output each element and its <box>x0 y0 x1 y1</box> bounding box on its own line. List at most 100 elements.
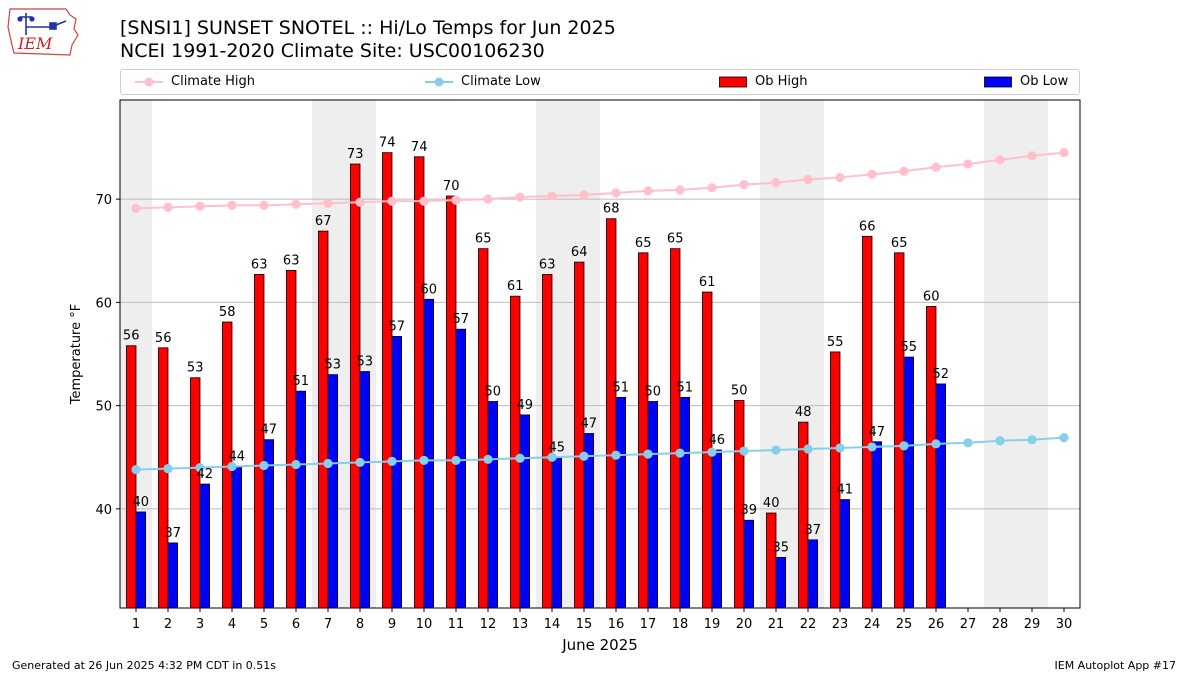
ob-high-bar <box>926 306 937 609</box>
ob-low-value-label: 39 <box>741 503 758 518</box>
x-tick-label: 18 <box>672 617 689 632</box>
ob-high-bar <box>349 163 361 609</box>
climate-low-point <box>963 438 973 448</box>
ob-high-bar <box>574 261 585 609</box>
climate-low-line-icon <box>425 77 453 86</box>
climate-low-point <box>131 465 141 475</box>
x-tick-label: 14 <box>544 617 561 632</box>
x-tick-label: 12 <box>480 617 497 632</box>
ob-high-bar <box>445 195 457 609</box>
ob-high-value-label: 63 <box>539 257 556 272</box>
ob-high-value-label: 48 <box>795 405 812 420</box>
legend-climate-low-label: Climate Low <box>461 74 541 89</box>
x-axis-label: June 2025 <box>561 636 638 654</box>
ob-low-value-label: 47 <box>581 417 598 432</box>
y-tick-label: 70 <box>95 193 112 208</box>
y-tick-label: 50 <box>95 400 112 415</box>
ob-high-bar <box>509 295 521 609</box>
ob-high-value-label: 58 <box>219 305 236 320</box>
climate-high-point <box>899 166 909 176</box>
legend: Climate High Climate Low Ob High Ob Low <box>120 69 1080 95</box>
legend-ob-high-label: Ob High <box>755 74 808 89</box>
ob-high-value-label: 65 <box>635 236 652 251</box>
climate-low-point <box>163 464 173 474</box>
ob-low-value-label: 50 <box>645 384 662 399</box>
climate-low-point <box>1059 433 1069 443</box>
x-tick-label: 10 <box>416 617 433 632</box>
climate-high-point <box>771 178 781 188</box>
app-footer: IEM Autoplot App #17 <box>1054 659 1177 672</box>
ob-high-value-label: 74 <box>411 140 428 155</box>
x-tick-label: 4 <box>228 617 236 632</box>
x-tick-label: 3 <box>196 617 204 632</box>
ob-low-bar <box>167 542 179 609</box>
x-tick-label: 16 <box>608 617 625 632</box>
ob-low-bar <box>231 466 243 609</box>
x-tick-label: 6 <box>292 617 300 632</box>
x-tick-label: 25 <box>896 617 913 632</box>
ob-low-value-label: 35 <box>773 540 790 555</box>
ob-high-value-label: 63 <box>251 257 268 272</box>
ob-low-bar <box>903 356 915 609</box>
ob-low-bar <box>679 396 691 609</box>
ob-low-value-label: 46 <box>709 433 726 448</box>
x-tick-label: 13 <box>512 617 529 632</box>
ob-high-bar <box>381 152 393 609</box>
chart-title: [SNSI1] SUNSET SNOTEL :: Hi/Lo Temps for… <box>120 17 616 39</box>
climate-low-point <box>739 446 749 456</box>
climate-high-point <box>547 191 557 201</box>
climate-high-point <box>419 196 429 206</box>
ob-low-bar <box>935 383 947 609</box>
ob-high-value-label: 56 <box>123 329 140 344</box>
ob-low-value-label: 55 <box>901 340 918 355</box>
ob-low-value-label: 42 <box>197 467 214 482</box>
climate-high-point <box>867 169 877 179</box>
x-tick-label: 22 <box>800 617 817 632</box>
ob-low-bar <box>391 336 403 609</box>
ob-low-value-label: 53 <box>357 355 374 370</box>
climate-low-point <box>643 449 653 459</box>
climate-high-point <box>355 197 365 207</box>
ob-high-bar <box>285 269 297 609</box>
x-tick-label: 29 <box>1024 617 1041 632</box>
climate-high-point <box>611 188 621 198</box>
climate-low-point <box>579 451 589 461</box>
climate-low-point <box>835 443 845 453</box>
ob-low-value-label: 37 <box>165 526 182 541</box>
climate-low-point <box>291 459 301 470</box>
climate-high-point <box>131 203 141 214</box>
climate-low-point <box>867 442 877 452</box>
ob-high-value-label: 65 <box>891 236 908 251</box>
ob-low-value-label: 51 <box>677 380 694 395</box>
climate-high-point <box>451 195 461 205</box>
climate-high-point <box>195 201 205 211</box>
climate-low-point <box>259 460 269 471</box>
ob-low-bar <box>295 390 307 609</box>
ob-high-bar <box>862 235 873 609</box>
ob-low-bar <box>839 499 851 609</box>
generated-footer: Generated at 26 Jun 2025 4:32 PM CDT in … <box>12 659 277 672</box>
legend-climate-low: Climate Low <box>425 74 541 89</box>
ob-low-value-label: 57 <box>389 319 406 334</box>
climate-high-point <box>931 162 941 172</box>
ob-high-value-label: 53 <box>187 361 204 376</box>
climate-high-point <box>515 192 525 202</box>
ob-low-bar <box>871 441 883 609</box>
ob-high-value-label: 68 <box>603 202 620 217</box>
x-tick-label: 8 <box>356 617 364 632</box>
climate-high-point <box>675 185 685 195</box>
x-tick-label: 19 <box>704 617 721 632</box>
climate-low-point <box>803 444 813 454</box>
x-tick-label: 9 <box>388 617 396 632</box>
ob-low-value-label: 44 <box>229 450 246 465</box>
ob-low-bar <box>775 557 787 609</box>
legend-climate-high: Climate High <box>135 74 255 89</box>
legend-ob-low-label: Ob Low <box>1020 74 1069 89</box>
climate-high-point <box>835 172 845 183</box>
x-tick-label: 15 <box>576 617 593 632</box>
ob-high-swatch-icon <box>719 76 747 87</box>
ob-high-value-label: 56 <box>155 331 172 346</box>
x-tick-label: 26 <box>928 617 945 632</box>
x-tick-label: 24 <box>864 617 881 632</box>
